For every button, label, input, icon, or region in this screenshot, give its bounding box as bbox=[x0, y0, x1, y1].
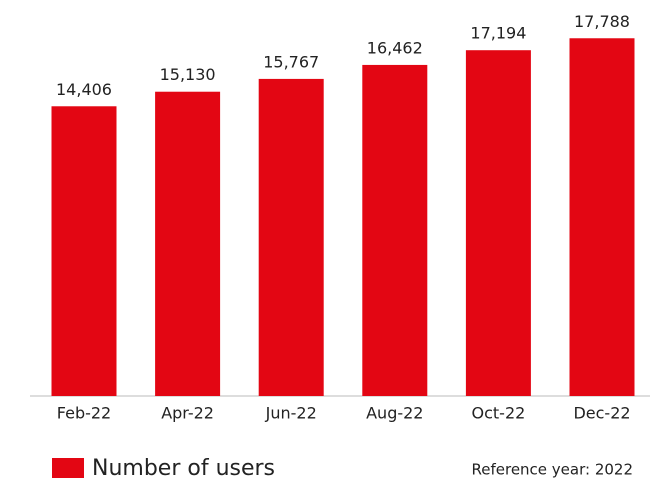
x-tick-label: Feb-22 bbox=[57, 404, 111, 423]
bar bbox=[569, 38, 635, 397]
bar bbox=[155, 91, 221, 397]
legend-swatch bbox=[52, 458, 84, 478]
bar bbox=[465, 50, 531, 396]
data-label: 15,767 bbox=[263, 52, 319, 71]
x-tick-label: Jun-22 bbox=[265, 404, 317, 423]
legend-label: Number of users bbox=[92, 456, 275, 481]
data-label: 17,194 bbox=[470, 24, 526, 43]
bar bbox=[51, 106, 117, 397]
bar bbox=[258, 78, 324, 396]
data-label: 14,406 bbox=[56, 80, 112, 99]
x-tick-label: Aug-22 bbox=[366, 404, 423, 423]
bar bbox=[362, 64, 428, 397]
x-tick-label: Oct-22 bbox=[472, 404, 526, 423]
data-label: 15,130 bbox=[160, 65, 216, 84]
note: Reference year: 2022 bbox=[472, 461, 634, 479]
data-label: 17,788 bbox=[574, 12, 630, 31]
data-label: 16,462 bbox=[367, 38, 423, 57]
x-tick-label: Dec-22 bbox=[573, 404, 630, 423]
x-tick-label: Apr-22 bbox=[161, 404, 214, 423]
